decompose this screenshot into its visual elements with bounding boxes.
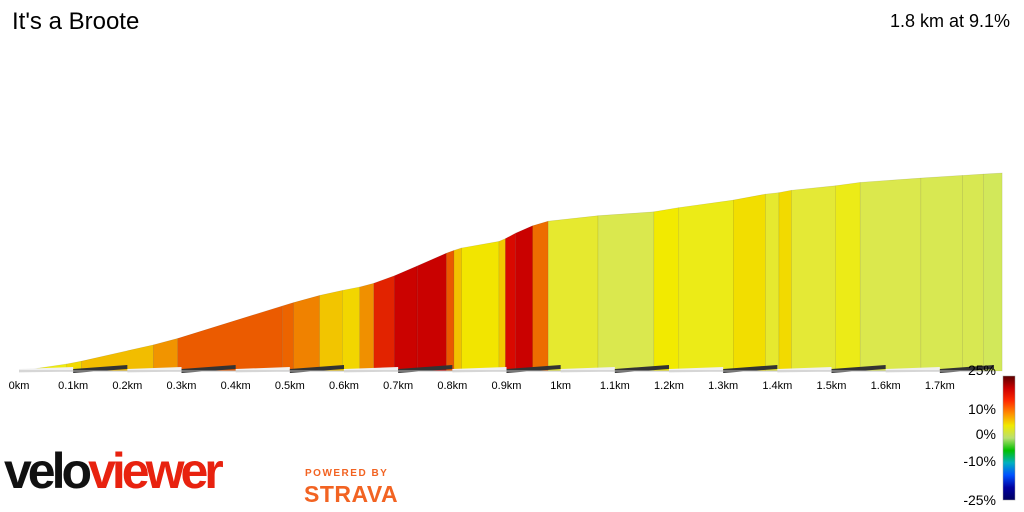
x-tick-label: 0.2km (112, 380, 142, 392)
segment-summary: 1.8 km at 9.1% (889, 11, 1010, 31)
profile-segment (765, 192, 780, 372)
profile-segment (983, 172, 1003, 372)
profile-segment (153, 338, 179, 372)
page-title: It's a Broote (12, 8, 140, 35)
profile-segment (342, 286, 361, 372)
profile-segment (281, 302, 294, 372)
profile-segment (373, 275, 395, 372)
x-tick-label: 1.4km (762, 380, 792, 392)
x-tick-label: 1.1km (600, 380, 630, 392)
profile-segment (498, 238, 506, 372)
scale-label: 10% (968, 401, 996, 417)
profile-segments (18, 172, 1003, 372)
profile-segment (678, 199, 734, 372)
distance-axis: 0km 0.1km 0.2km 0.3km 0.4km 0.5km 0.6km 0.7km 0.… (9, 365, 994, 392)
profile-segment (920, 175, 963, 372)
scale-label: 0% (976, 426, 996, 442)
profile-segment (962, 173, 985, 372)
profile-segment (293, 295, 320, 372)
x-tick-label: 0.1km (58, 380, 88, 392)
profile-segment (446, 249, 455, 372)
x-tick-label: 0.3km (167, 380, 197, 392)
profile-segment (461, 241, 500, 372)
x-tick-label: 1.6km (871, 380, 901, 392)
powered-by-label: POWERED BY (305, 468, 389, 479)
scale-label: 25% (968, 362, 996, 378)
profile-segment (416, 252, 447, 372)
x-tick-label: 1.3km (708, 380, 738, 392)
x-tick-label: 0km (9, 380, 30, 392)
profile-segment (778, 189, 792, 372)
profile-segment (505, 232, 517, 372)
x-tick-label: 0.7km (383, 380, 413, 392)
profile-segment (177, 305, 283, 372)
profile-segment (394, 265, 418, 372)
profile-segment (733, 193, 766, 372)
x-tick-label: 0.5km (275, 380, 305, 392)
profile-segment (859, 177, 922, 372)
profile-segment (453, 247, 462, 372)
x-tick-label: 0.6km (329, 380, 359, 392)
x-tick-label: 1.2km (654, 380, 684, 392)
profile-segment (319, 289, 343, 372)
profile-segment (359, 282, 375, 372)
profile-segment (532, 220, 549, 372)
profile-segment (547, 215, 599, 372)
scale-label: -10% (963, 453, 996, 469)
x-tick-label: 0.4km (221, 380, 251, 392)
scale-label: -25% (963, 492, 996, 508)
x-tick-label: 0.8km (437, 380, 467, 392)
profile-segment (515, 225, 533, 372)
x-tick-label: 1km (550, 380, 571, 392)
x-tick-label: 1.5km (817, 380, 847, 392)
gradient-color-bar (1002, 375, 1016, 501)
gradient-scale-legend: 25% 10% 0% -10% -25% (963, 362, 1016, 508)
profile-segment (834, 182, 861, 372)
x-tick-label: 1.7km (925, 380, 955, 392)
strava-logo: STRAVA (304, 481, 399, 507)
profile-segment (597, 211, 655, 372)
profile-segment (653, 207, 680, 372)
veloviewer-logo: veloviewer (4, 443, 224, 499)
x-tick-label: 0.9km (492, 380, 522, 392)
profile-segment (791, 185, 836, 372)
